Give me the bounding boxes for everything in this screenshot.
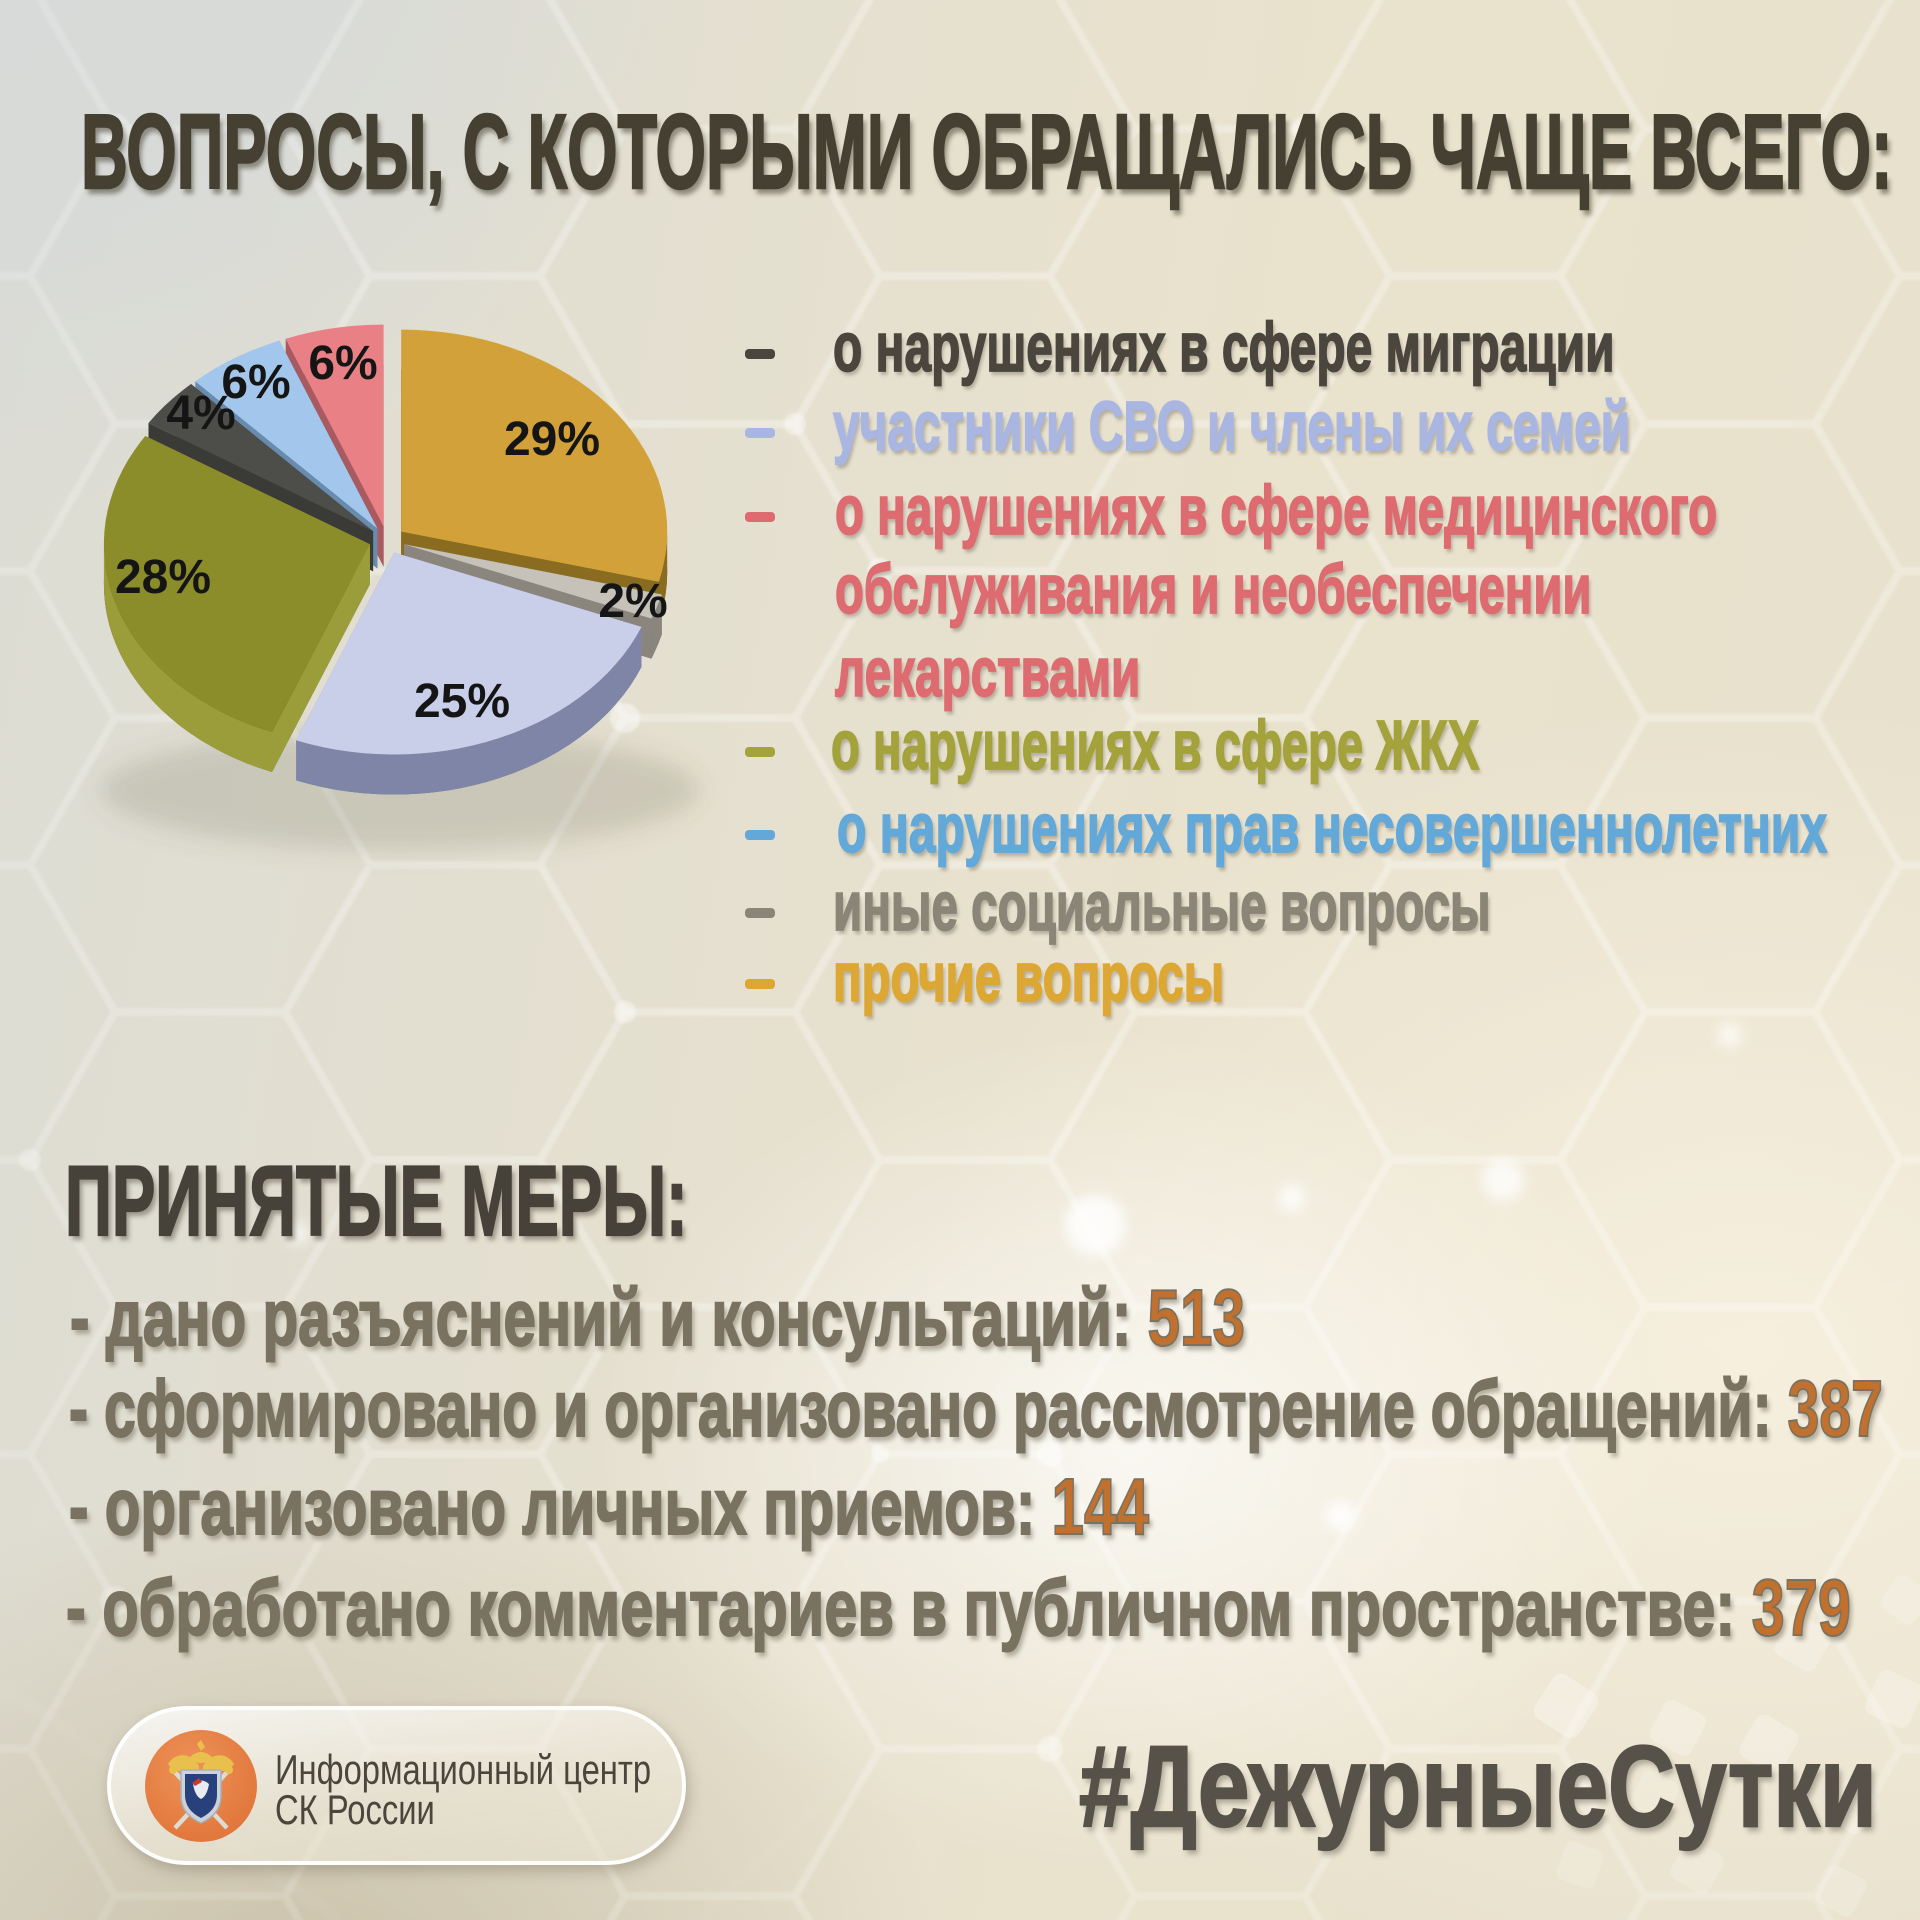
- svg-text:25%: 25%: [414, 675, 510, 728]
- svg-text:28%: 28%: [115, 551, 211, 604]
- svg-text:6%: 6%: [221, 356, 290, 409]
- svg-text:2%: 2%: [598, 575, 667, 628]
- svg-text:29%: 29%: [504, 413, 600, 466]
- svg-text:4%: 4%: [166, 387, 235, 440]
- svg-text:6%: 6%: [308, 337, 377, 390]
